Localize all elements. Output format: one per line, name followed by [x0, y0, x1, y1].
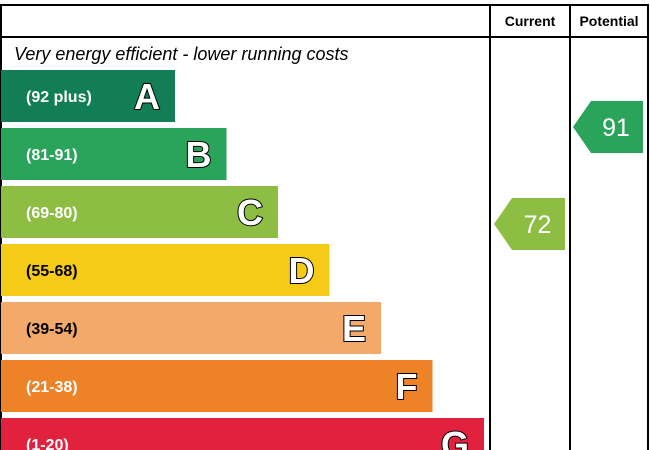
band-range-label: (1-20) — [26, 437, 69, 450]
band-range-label: (39-54) — [26, 321, 78, 338]
band-range-label: (55-68) — [26, 263, 78, 280]
band-range-label: (69-80) — [26, 205, 78, 222]
band-letter: G — [441, 424, 469, 450]
band-bar-e — [1, 302, 381, 354]
band-bar-c — [1, 186, 278, 238]
band-range-label: (21-38) — [26, 379, 78, 396]
band-letter: D — [289, 250, 315, 291]
band-bar-g — [1, 418, 484, 450]
current-rating-value: 72 — [524, 211, 552, 239]
band-letter: B — [186, 134, 212, 175]
band-letter: C — [237, 192, 263, 233]
band-letter: E — [342, 308, 366, 349]
band-range-label: (81-91) — [26, 147, 78, 164]
band-bar-f — [1, 360, 433, 412]
potential-rating-value: 91 — [602, 114, 630, 142]
band-letter: F — [396, 366, 418, 407]
potential-rating-arrow — [573, 101, 643, 153]
band-letter: A — [134, 76, 160, 117]
potential-header: Potential — [579, 13, 638, 29]
band-bar-d — [1, 244, 330, 296]
top-note: Very energy efficient - lower running co… — [14, 44, 349, 64]
band-bar-a — [1, 70, 175, 122]
band-bar-b — [1, 128, 227, 180]
current-rating-arrow — [494, 198, 565, 250]
band-range-label: (92 plus) — [26, 89, 92, 106]
current-header: Current — [505, 13, 556, 29]
